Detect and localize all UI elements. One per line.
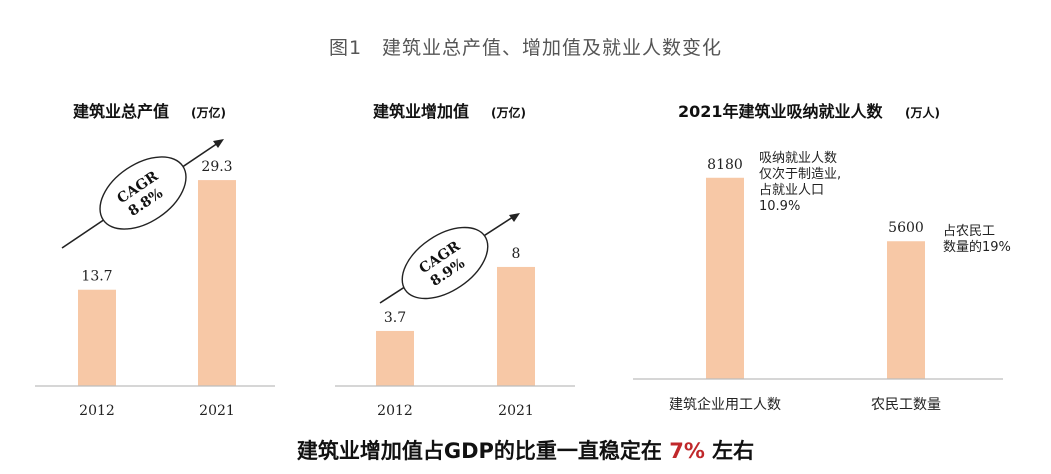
footer-text-before: 建筑业增加值占GDP的比重一直稳定在	[296, 439, 670, 463]
bar	[376, 330, 414, 386]
chart-employment: 2021年建筑业吸纳就业人数 (万人) 8180 建筑企业用工人数 5600 农民工数…	[633, 102, 1011, 413]
bar	[78, 289, 116, 386]
chart-title: 2021年建筑业吸纳就业人数	[678, 102, 884, 121]
bar-note-line: 占就业人口	[759, 183, 824, 198]
bar-note-line: 数量的19%	[943, 239, 1011, 255]
bar-value-label: 3.7	[384, 310, 406, 326]
category-tick-label: 2012	[377, 403, 413, 419]
chart-title: 建筑业总产值	[73, 102, 169, 121]
footer-highlight: 7%	[669, 439, 705, 463]
category-tick-label: 2021	[199, 403, 235, 419]
bar-note-line: 10.9%	[759, 199, 800, 214]
bar	[887, 241, 925, 379]
chart-panel-employment: 2021年建筑业吸纳就业人数 (万人) 8180 建筑企业用工人数 5600 农民工数…	[633, 95, 1013, 415]
bar	[706, 177, 744, 379]
chart-unit: (万亿)	[491, 105, 526, 120]
bar-value-label: 8	[512, 246, 521, 262]
bar	[198, 180, 236, 386]
bar	[497, 266, 535, 386]
bar-note-line: 仅次于制造业,	[759, 166, 841, 182]
bar-value-label: 5600	[888, 220, 924, 236]
category-tick-label: 农民工数量	[871, 397, 941, 413]
chart-title: 建筑业增加值	[373, 102, 469, 121]
cagr-ellipse	[99, 156, 187, 230]
cagr-annotation: CAGR 8.8%	[61, 139, 224, 249]
chart-value-added: 建筑业增加值 (万亿) 3.7 2012 8 2021 CAGR 8.9%	[335, 102, 575, 419]
bar-value-label: 13.7	[81, 269, 112, 285]
chart-unit: (万亿)	[191, 105, 226, 120]
chart-panel-gross-output: 建筑业总产值 (万亿) 13.7 2012 29.3 2021 CAGR 8.8%	[35, 95, 275, 419]
trend-arrow-head	[509, 213, 520, 222]
footer-text-after: 左右	[704, 439, 755, 463]
footer-summary: 建筑业增加值占GDP的比重一直稳定在 7% 左右	[0, 435, 1051, 465]
bar-value-label: 8180	[707, 157, 743, 173]
cagr-annotation: CAGR 8.9%	[379, 213, 520, 304]
chart-panel-value-added: 建筑业增加值 (万亿) 3.7 2012 8 2021 CAGR 8.9%	[335, 95, 575, 419]
chart-unit: (万人)	[905, 105, 940, 120]
category-tick-label: 2021	[498, 403, 534, 419]
bar-note-line: 吸纳就业人数	[759, 151, 837, 166]
category-tick-label: 2012	[79, 403, 115, 419]
bar-note-line: 占农民工	[943, 224, 995, 239]
category-tick-label: 建筑企业用工人数	[669, 396, 781, 413]
chart-gross-output: 建筑业总产值 (万亿) 13.7 2012 29.3 2021 CAGR 8.8%	[35, 102, 275, 419]
bar-value-label: 29.3	[201, 159, 232, 175]
cagr-ellipse	[401, 226, 489, 300]
figure-title: 图1 建筑业总产值、增加值及就业人数变化	[328, 37, 723, 59]
trend-arrow-head	[213, 139, 224, 148]
